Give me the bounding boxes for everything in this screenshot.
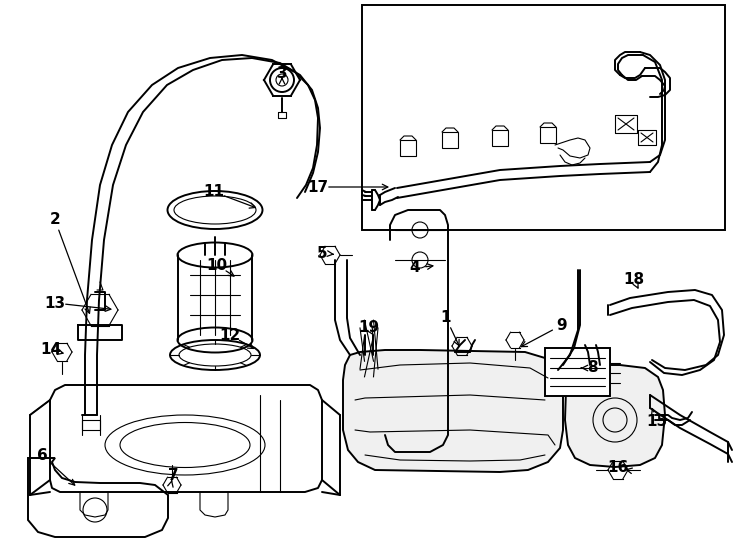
- Text: 8: 8: [586, 361, 597, 375]
- Text: 7: 7: [167, 469, 178, 483]
- Text: 3: 3: [277, 65, 287, 80]
- Circle shape: [270, 68, 294, 92]
- Polygon shape: [343, 350, 563, 472]
- Text: 18: 18: [623, 273, 644, 287]
- Text: 10: 10: [206, 258, 228, 273]
- Polygon shape: [28, 458, 168, 537]
- Text: 1: 1: [440, 310, 451, 326]
- Text: 15: 15: [647, 415, 667, 429]
- Text: 11: 11: [203, 185, 225, 199]
- Text: 2: 2: [50, 213, 60, 227]
- Text: 5: 5: [316, 246, 327, 260]
- Text: 6: 6: [37, 448, 48, 462]
- Text: 4: 4: [410, 260, 421, 275]
- Text: 17: 17: [308, 179, 329, 194]
- Text: 14: 14: [40, 342, 62, 357]
- Text: 12: 12: [219, 327, 241, 342]
- Polygon shape: [565, 365, 665, 467]
- Text: 16: 16: [607, 461, 628, 476]
- Text: 13: 13: [45, 295, 65, 310]
- Bar: [545, 348, 610, 396]
- Text: 9: 9: [556, 318, 567, 333]
- Text: 19: 19: [358, 321, 379, 335]
- Bar: [362, 5, 725, 230]
